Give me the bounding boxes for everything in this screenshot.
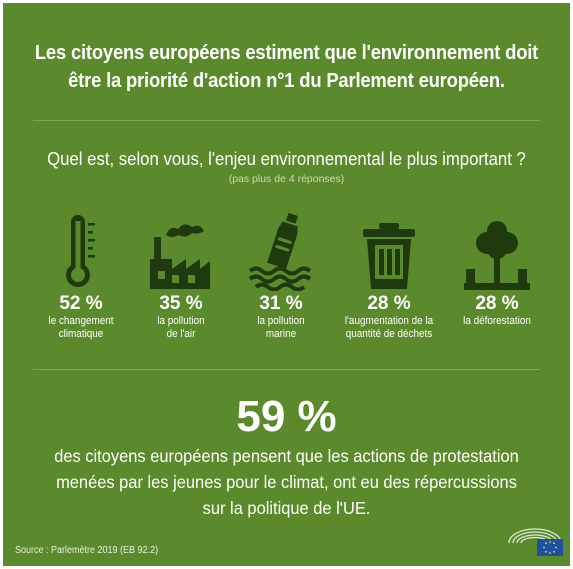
highlight-line-2: menées par les jeunes pour le climat, on… — [56, 472, 517, 492]
survey-item-deforestation: 28 % la déforestation — [441, 211, 553, 328]
trash-bin-icon — [363, 223, 415, 289]
item-label: la déforestation — [463, 315, 531, 327]
survey-note: (pas plus de 4 réponses) — [228, 173, 345, 185]
item-label: le changement climatique — [48, 315, 114, 340]
factory-icon — [150, 224, 210, 289]
item-label: l'augmentation de la quantité de déchets — [344, 315, 434, 340]
divider-middle — [33, 369, 540, 370]
page-title: Les citoyens européens estiment que l'en… — [26, 39, 548, 95]
survey-question: Quel est, selon vous, l'enjeu environnem… — [47, 149, 526, 169]
item-label: la pollution marine — [257, 315, 305, 340]
european-parliament-logo — [508, 528, 563, 556]
survey-item-climate: 52 % le changement climatique — [25, 211, 137, 340]
highlight-value: 59 % — [236, 392, 337, 441]
highlight-description: des citoyens européens pensent que les a… — [39, 443, 534, 521]
item-percent: 35 % — [159, 293, 203, 314]
infographic-card: Les citoyens européens estiment que l'en… — [3, 3, 570, 566]
highlight-line-1: des citoyens européens pensent que les a… — [54, 446, 519, 466]
tree-stumps-icon — [464, 221, 530, 290]
survey-item-air: 35 % la pollution de l'air — [125, 211, 237, 340]
item-percent: 31 % — [259, 293, 303, 314]
source-note: Source : Parlemètre 2019 (EB 92.2) — [15, 545, 159, 556]
item-percent: 28 % — [475, 293, 519, 314]
divider-top — [33, 120, 540, 121]
survey-item-marine: 31 % la pollution marine — [225, 211, 337, 340]
highlight-line-3: sur la politique de l'UE. — [202, 498, 371, 518]
survey-item-waste: 28 % l'augmentation de la quantité de dé… — [333, 211, 445, 340]
title-line-1: Les citoyens européens estiment que l'en… — [34, 42, 539, 64]
title-line-2: être la priorité d'action n°1 du Parleme… — [68, 70, 505, 92]
floating-bottle-icon — [248, 213, 312, 291]
thermometer-icon — [66, 215, 95, 287]
item-label: la pollution de l'air — [157, 315, 205, 340]
item-percent: 52 % — [59, 293, 103, 314]
item-percent: 28 % — [367, 293, 411, 314]
